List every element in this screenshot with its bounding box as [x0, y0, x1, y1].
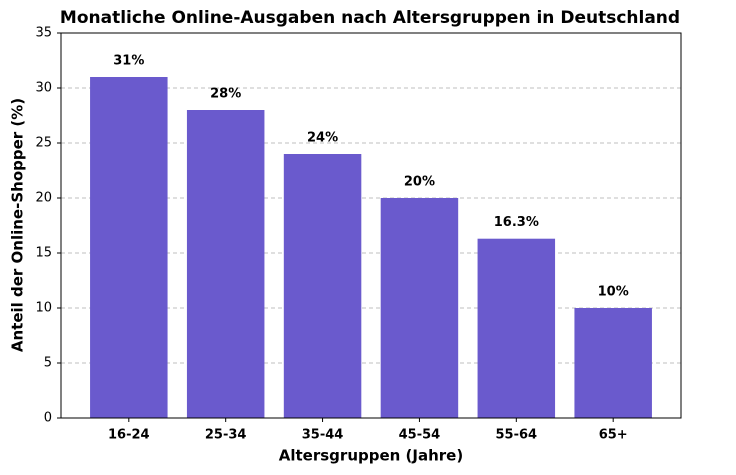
value-label: 16.3% [494, 215, 539, 230]
x-tick-label: 55-64 [496, 428, 538, 443]
y-tick-label: 25 [35, 136, 52, 151]
y-tick-label: 0 [44, 411, 52, 426]
bar [477, 238, 556, 418]
x-axis-label: Altersgruppen (Jahre) [279, 447, 463, 465]
y-tick-label: 20 [35, 191, 52, 206]
plot-frame [60, 32, 682, 419]
x-tick-label: 45-54 [399, 428, 441, 443]
value-label: 10% [598, 285, 629, 300]
value-label: 31% [113, 54, 144, 69]
bar [90, 77, 168, 418]
bar [380, 198, 459, 418]
chart-title: Monatliche Online-Ausgaben nach Altersgr… [60, 8, 680, 28]
y-tick-label: 30 [35, 81, 52, 96]
x-tick-label: 16-24 [108, 428, 150, 443]
y-tick-label: 35 [35, 26, 52, 41]
value-label: 28% [210, 87, 241, 102]
y-tick-label: 15 [35, 246, 52, 261]
bar [574, 308, 652, 418]
x-tick-label: 65+ [599, 428, 628, 443]
value-label: 20% [404, 175, 435, 190]
y-axis-label: Anteil der Online-Shopper (%) [9, 98, 27, 352]
y-tick-label: 10 [35, 301, 52, 316]
x-tick-label: 25-34 [205, 428, 247, 443]
bar [283, 154, 362, 418]
x-tick-label: 35-44 [302, 428, 344, 443]
bar [186, 110, 265, 418]
value-label: 24% [307, 131, 338, 146]
y-tick-label: 5 [44, 356, 52, 371]
